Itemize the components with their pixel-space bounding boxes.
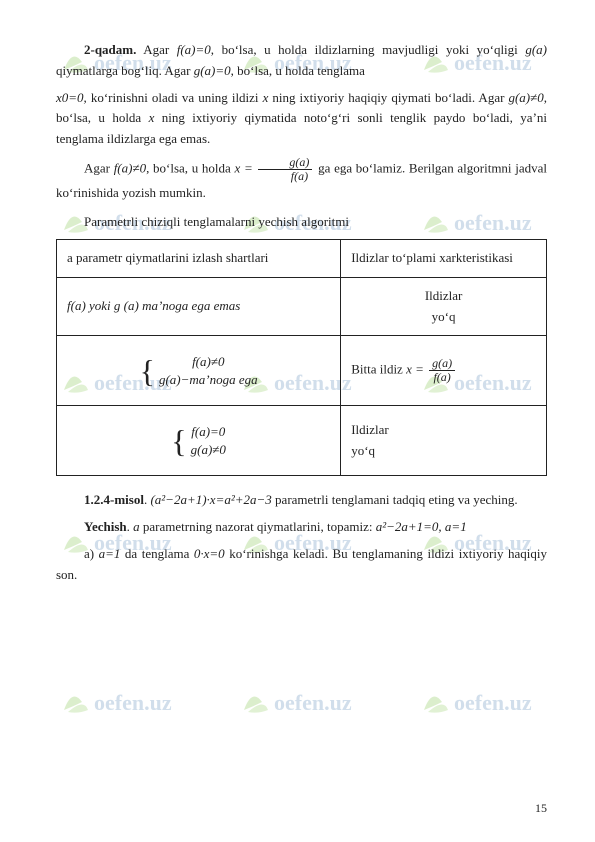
table-row: { f(a)=0 g(a)≠0 Ildizlar yoʻq <box>57 406 547 476</box>
solve-t2: parametrning nazorat qiymatlarini, topam… <box>140 519 376 534</box>
r2c2-num: g(a) <box>429 357 455 371</box>
watermark-logo: oefen.uz <box>240 680 380 722</box>
table-r1c2: Ildizlar yoʻq <box>341 277 547 336</box>
brace-icon: { <box>140 355 155 387</box>
brace-lines-r3: f(a)=0 g(a)≠0 <box>191 423 226 459</box>
watermark-logo: oefen.uz <box>420 680 560 722</box>
table-header-1: a parametr qiymatlarini izlash shartlari <box>57 239 341 277</box>
r3c2b: yoʻq <box>351 443 375 458</box>
r1c2b: yoʻq <box>432 309 456 324</box>
brace-block-r3: { f(a)=0 g(a)≠0 <box>171 423 226 459</box>
step2-t1a: Agar <box>136 42 176 57</box>
step2-eq1: f(a)=0 <box>177 42 211 57</box>
step2-eq2: g(a) <box>525 42 547 57</box>
table-r1c1: f(a) yoki g (a) maʼnoga ega emas <box>57 277 341 336</box>
para3-t2: , boʻlsa, u holda <box>146 161 234 176</box>
r2c2-label: Bitta ildiz <box>351 362 406 377</box>
table-row: { f(a)≠0 g(a)−maʼnoga ega Bitta ildiz x … <box>57 336 547 406</box>
para2-eq3: g(a)≠0 <box>508 90 543 105</box>
svg-text:oefen.uz: oefen.uz <box>454 690 532 715</box>
r2c2-den: f(a) <box>429 371 455 384</box>
table-r2c2: Bitta ildiz x = g(a) f(a) <box>341 336 547 406</box>
step2-eq3: g(a)=0 <box>194 63 231 78</box>
svg-text:oefen.uz: oefen.uz <box>94 690 172 715</box>
para3-frac-num: g(a) <box>258 156 312 170</box>
example-label: 1.2.4-misol <box>84 492 144 507</box>
example-t2: parametrli tenglamani tadqiq eting va ye… <box>272 492 518 507</box>
solve-para: Yechish. a parametrning nazorat qiymatla… <box>56 517 547 538</box>
table-title: Parametrli chiziqli tenglamalarni yechis… <box>56 212 547 233</box>
table-r3c1: { f(a)=0 g(a)≠0 <box>57 406 341 476</box>
pa-t1: a) <box>84 546 99 561</box>
step2-para: 2-qadam. Agar f(a)=0, boʻlsa, u holda il… <box>56 40 547 82</box>
r1c2a: Ildizlar <box>425 288 463 303</box>
para2: x0=0, koʻrinishni oladi va uning ildizi … <box>56 88 547 150</box>
pa-eq2: 0·x=0 <box>194 546 225 561</box>
r3-line2: g(a)≠0 <box>191 442 226 457</box>
table-row: f(a) yoki g (a) maʼnoga ega emas Ildizla… <box>57 277 547 336</box>
brace-lines-r2: f(a)≠0 g(a)−maʼnoga ega <box>159 353 258 389</box>
example-para: 1.2.4-misol. (a²−2a+1)·x=a²+2a−3 paramet… <box>56 490 547 511</box>
r1c1-text: f(a) yoki g (a) maʼnoga ega emas <box>67 298 240 313</box>
r3-line1: f(a)=0 <box>191 424 225 439</box>
watermark-logo: oefen.uz <box>60 680 200 722</box>
table-row: a parametr qiymatlarini izlash shartlari… <box>57 239 547 277</box>
step2-t1b: , boʻlsa, u holda ildizlarning mavjudlig… <box>211 42 526 57</box>
r2-line1: f(a)≠0 <box>192 354 224 369</box>
table-header-2: Ildizlar toʻplami xarkteristikasi <box>341 239 547 277</box>
svg-text:oefen.uz: oefen.uz <box>274 690 352 715</box>
page-content: 2-qadam. Agar f(a)=0, boʻlsa, u holda il… <box>56 40 547 586</box>
r2-line2: g(a)−maʼnoga ega <box>159 372 258 387</box>
brace-icon: { <box>171 425 186 457</box>
step2-t2b: , boʻlsa, u holda tenglama <box>231 63 365 78</box>
para3-eq1: f(a)≠0 <box>114 161 146 176</box>
solve-label: Yechish <box>84 519 127 534</box>
para3-t1: Agar <box>84 161 114 176</box>
r2c2-frac: g(a) f(a) <box>429 357 455 384</box>
para3: Agar f(a)≠0, boʻlsa, u holda x = g(a) f(… <box>56 156 547 204</box>
step2-label: 2-qadam. <box>84 42 136 57</box>
para3-frac-den: f(a) <box>258 170 312 183</box>
pa-eq1: a=1 <box>99 546 121 561</box>
table-r2c1: { f(a)≠0 g(a)−maʼnoga ega <box>57 336 341 406</box>
page-number: 15 <box>535 799 547 818</box>
solve-eq2: a²−2a+1=0, a=1 <box>376 519 467 534</box>
r3c2a: Ildizlar <box>351 422 389 437</box>
para3-frac: g(a) f(a) <box>258 156 312 183</box>
example-eq1: (a²−2a+1)·x=a²+2a−3 <box>150 492 271 507</box>
para2-t1: koʻrinishni oladi va uning ildizi <box>87 90 263 105</box>
brace-block-r2: { f(a)≠0 g(a)−maʼnoga ega <box>140 353 258 389</box>
pa-t2: da tenglama <box>120 546 193 561</box>
part-a-para: a) a=1 da tenglama 0·x=0 koʻrinishga kel… <box>56 544 547 586</box>
algorithm-table: a parametr qiymatlarini izlash shartlari… <box>56 239 547 476</box>
table-r3c2: Ildizlar yoʻq <box>341 406 547 476</box>
step2-t2a: qiymatlarga bogʻliq. Agar <box>56 63 194 78</box>
r2c2-x: x = <box>406 362 424 377</box>
para2-eq1: x0=0, <box>56 90 87 105</box>
para3-xeq: x = <box>235 161 253 176</box>
para2-t2: ning ixtiyoriy haqiqiy qiymati boʻladi. … <box>268 90 508 105</box>
